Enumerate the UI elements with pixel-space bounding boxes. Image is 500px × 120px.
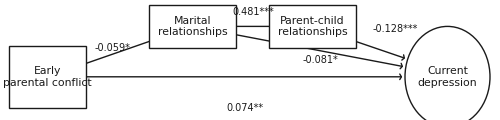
Text: Marital
relationships: Marital relationships bbox=[158, 16, 228, 37]
FancyBboxPatch shape bbox=[269, 5, 356, 48]
Text: 0.481***: 0.481*** bbox=[232, 7, 274, 17]
Text: Parent-child
relationships: Parent-child relationships bbox=[278, 16, 347, 37]
Text: -0.081*: -0.081* bbox=[302, 55, 338, 65]
Text: -0.059*: -0.059* bbox=[94, 43, 130, 53]
Text: 0.074**: 0.074** bbox=[226, 103, 264, 113]
Ellipse shape bbox=[405, 26, 490, 120]
FancyBboxPatch shape bbox=[9, 46, 86, 108]
FancyBboxPatch shape bbox=[149, 5, 236, 48]
Text: -0.128***: -0.128*** bbox=[372, 24, 418, 34]
Text: Early
parental conflict: Early parental conflict bbox=[3, 66, 92, 88]
Text: Current
depression: Current depression bbox=[418, 66, 478, 88]
